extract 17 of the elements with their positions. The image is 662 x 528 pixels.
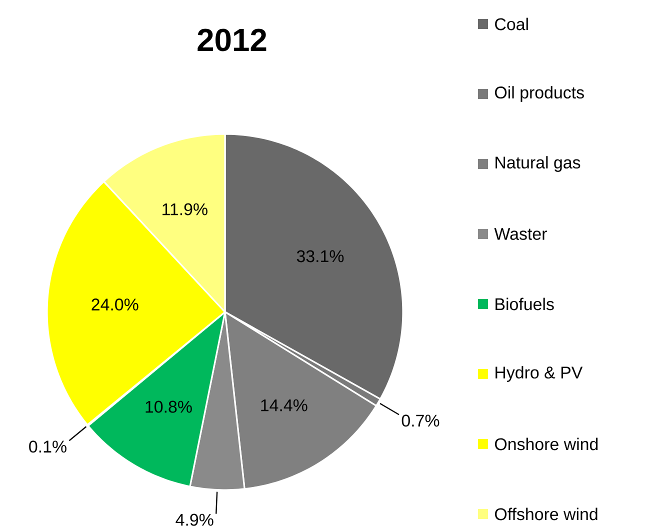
legend-label: Hydro & PV: [496, 366, 583, 382]
data-label: 33.1%: [296, 250, 344, 262]
legend-label: Oil products: [495, 86, 584, 102]
data-label: 10.8%: [146, 400, 192, 413]
legend-label: Biofuels: [496, 298, 554, 310]
legend-label: Waster: [494, 228, 547, 240]
legend-label: Coal: [495, 18, 528, 30]
data-label: 11.9%: [162, 203, 208, 216]
data-label: 0.1%: [29, 440, 66, 453]
legend-label: Onshore wind: [495, 438, 598, 450]
data-label: 24.0%: [92, 298, 138, 311]
legend-label: Offshore wind: [495, 508, 598, 520]
data-label: 0.7%: [402, 414, 440, 427]
chart-title: 2012: [198, 28, 266, 52]
data-label: 4.9%: [176, 514, 214, 526]
data-label: 14.4%: [261, 400, 308, 412]
legend-label: Natural gas: [496, 156, 580, 172]
